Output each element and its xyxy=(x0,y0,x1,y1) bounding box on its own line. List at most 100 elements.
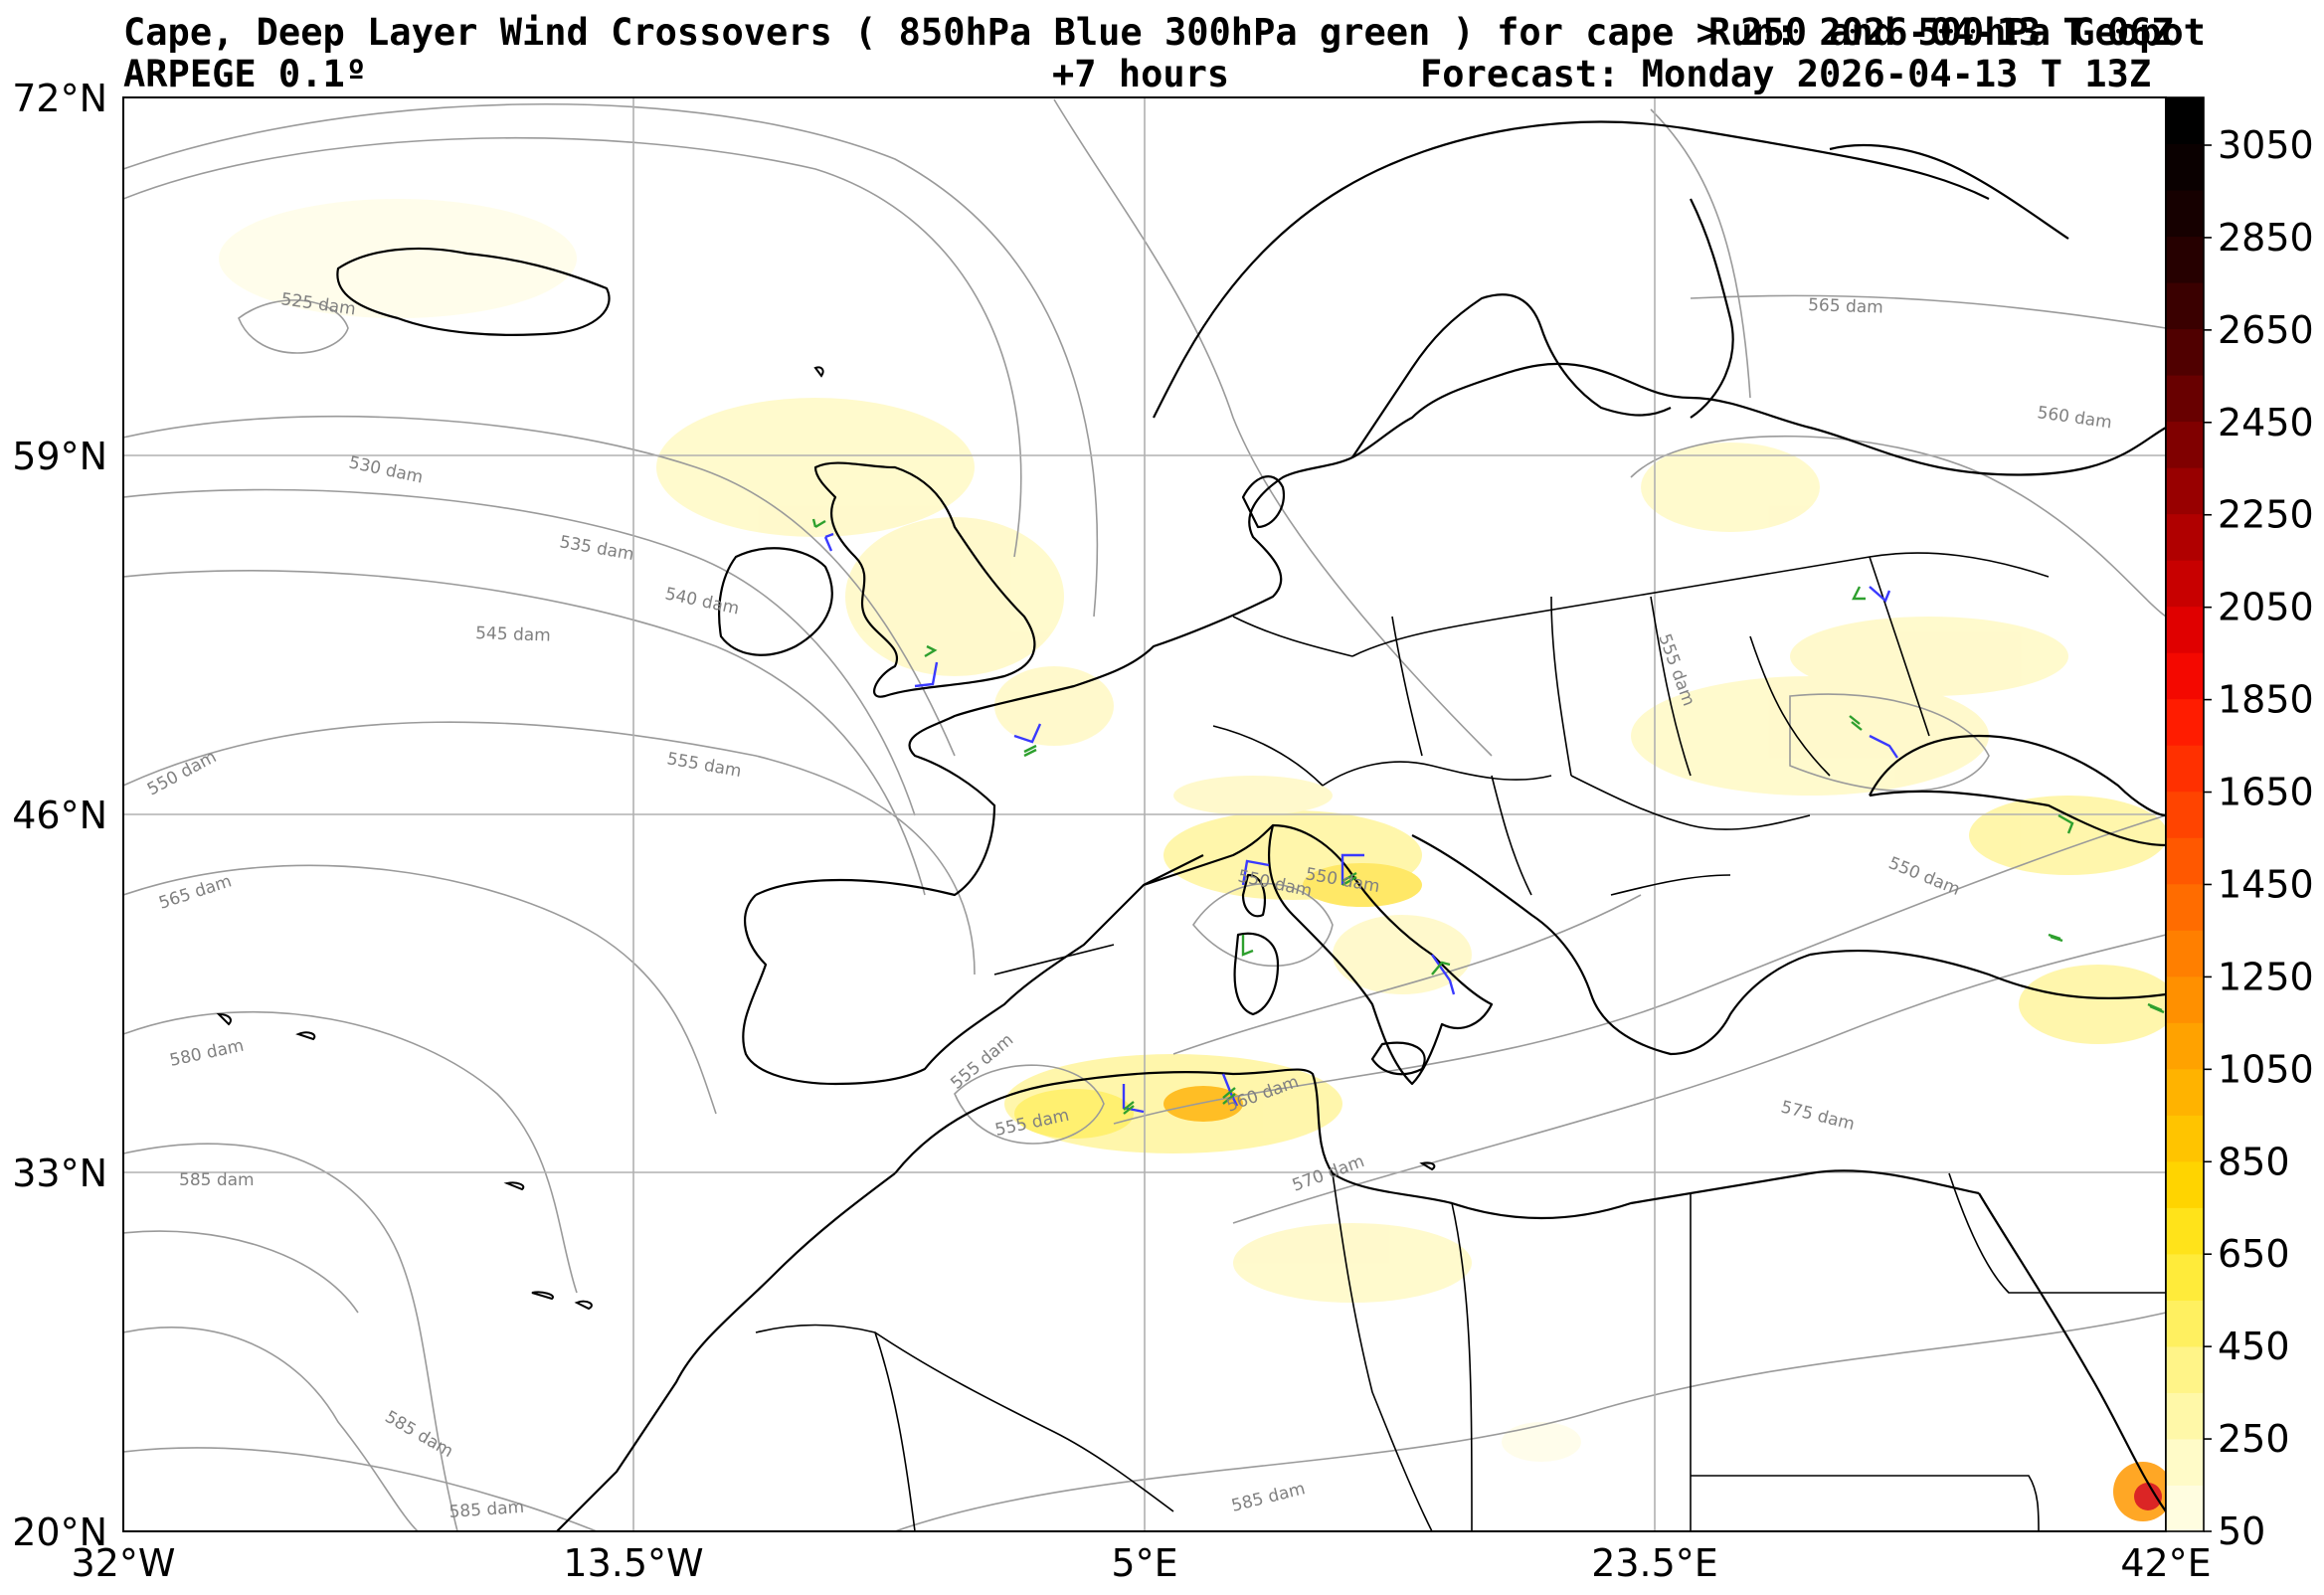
forecast-time: Forecast: Monday 2026-04-13 T 13Z xyxy=(1420,53,2152,95)
lat-tick-label: 59°N xyxy=(12,435,107,478)
turkey-coast xyxy=(1809,949,2167,1000)
north-africa-coast xyxy=(894,1068,1980,1220)
barb-300 xyxy=(2048,933,2063,943)
map-title: Cape, Deep Layer Wind Crossovers ( 850hP… xyxy=(123,11,2206,54)
colorbar-swatch xyxy=(2166,143,2204,191)
red-sea-coast xyxy=(1978,1192,2167,1512)
denmark-coast xyxy=(1241,475,1286,529)
colorbar-tick-label: 2850 xyxy=(2218,216,2314,260)
colorbar-tick-label: 2050 xyxy=(2218,586,2314,629)
barb-850 xyxy=(1013,723,1042,744)
italy-coast xyxy=(1267,823,1494,1086)
colorbar-swatch xyxy=(2166,1115,2204,1162)
france-south-coast xyxy=(1143,824,1274,887)
colorbar-swatches xyxy=(2166,97,2204,1532)
scandinavia-coast xyxy=(1153,120,1990,419)
colorbar-swatch xyxy=(2166,1207,2204,1255)
colorbar-tick-label: 250 xyxy=(2218,1417,2290,1461)
lon-tick-label: 32°W xyxy=(72,1541,176,1585)
kola-coast xyxy=(1829,143,2069,240)
sardinia-coast xyxy=(1233,932,1280,1016)
colorbar-tick-label: 2650 xyxy=(2218,308,2314,352)
colorbar-swatch xyxy=(2166,837,2204,885)
colorbar-swatch xyxy=(2166,1485,2204,1532)
barb-300 xyxy=(1222,1087,1236,1105)
model-name: ARPEGE 0.1º xyxy=(123,53,368,95)
colorbar-tick-label: 450 xyxy=(2218,1325,2290,1368)
barb-850 xyxy=(1221,1073,1239,1107)
barb-850 xyxy=(914,661,939,688)
corsica-coast xyxy=(1241,873,1266,918)
colorbar-tick-label: 1650 xyxy=(2218,771,2314,814)
colorbar-swatch xyxy=(2166,1253,2204,1301)
lead-time: +7 hours xyxy=(1052,53,1230,95)
colorbar-swatch xyxy=(2166,883,2204,931)
barb-300 xyxy=(811,518,826,529)
lon-tick-label: 5°E xyxy=(1111,1541,1177,1585)
great-britain-coast xyxy=(813,461,1036,698)
colorbar-swatch xyxy=(2166,467,2204,515)
run-time: Run: 2026-04-13 T 06Z xyxy=(1708,11,2174,54)
colorbar-swatch xyxy=(2166,745,2204,793)
barb-850 xyxy=(1122,1084,1145,1114)
colorbar-tick-label: 1250 xyxy=(2218,955,2314,998)
colorbar-swatch xyxy=(2166,97,2204,145)
barb-850 xyxy=(1241,859,1270,886)
colorbar-tick-label: 2450 xyxy=(2218,401,2314,444)
colorbar-swatch xyxy=(2166,1068,2204,1116)
barb-300 xyxy=(1849,715,1863,731)
colorbar-tick-label: 2250 xyxy=(2218,493,2314,537)
finland-coast xyxy=(1690,198,1734,419)
barb-850 xyxy=(1431,954,1456,995)
colorbar: 3050 2850 2650 2450 2250 2050 1850 1650 1450 1250… xyxy=(2165,96,2314,1553)
sicily-coast xyxy=(1370,1041,1426,1076)
barb-850 xyxy=(823,532,834,552)
colorbar-swatch xyxy=(2166,375,2204,423)
lat-tick-label: 20°N xyxy=(12,1510,107,1554)
colorbar-swatch xyxy=(2166,930,2204,977)
iberia-coast xyxy=(742,854,1204,1086)
colorbar-swatch xyxy=(2166,328,2204,376)
lat-tick-label: 33°N xyxy=(12,1152,107,1195)
colorbar-swatch xyxy=(2166,421,2204,468)
black-sea-coast xyxy=(1869,790,2167,847)
contour-label: 585 dam xyxy=(179,1170,255,1190)
colorbar-tick-label: 3050 xyxy=(2218,123,2314,167)
barb-300 xyxy=(2057,813,2074,834)
colorbar-tick-label: 50 xyxy=(2218,1509,2265,1553)
colorbar-tick-label: 650 xyxy=(2218,1232,2290,1276)
barb-300 xyxy=(1341,871,1357,887)
colorbar-swatch xyxy=(2166,652,2204,700)
barb-850 xyxy=(1869,734,1898,759)
colorbar-swatch xyxy=(2166,236,2204,283)
lat-tick-label: 72°N xyxy=(12,77,107,120)
contour-label: 545 dam xyxy=(475,623,551,646)
borders xyxy=(755,552,2166,1532)
barb-300 xyxy=(924,644,938,658)
barb-300 xyxy=(1023,744,1037,758)
colorbar-swatch xyxy=(2166,1160,2204,1208)
wind-barbs xyxy=(811,518,2165,1115)
morocco-coast xyxy=(556,1172,896,1532)
barb-300 xyxy=(1123,1101,1135,1115)
lon-tick-label: 23.5°E xyxy=(1591,1541,1718,1585)
lon-tick-label: 13.5°W xyxy=(563,1541,703,1585)
colorbar-swatch xyxy=(2166,1300,2204,1347)
colorbar-swatch xyxy=(2166,190,2204,238)
colorbar-swatch xyxy=(2166,282,2204,330)
colorbar-swatch xyxy=(2166,560,2204,608)
colorbar-tick-label: 1850 xyxy=(2218,678,2314,722)
ireland-coast xyxy=(718,547,833,656)
colorbar-tick-label: 850 xyxy=(2218,1140,2290,1183)
longitude-axis: 32°W 13.5°W 5°E 23.5°E 42°E xyxy=(72,1541,2212,1585)
colorbar-swatch xyxy=(2166,1345,2204,1393)
contour-label: 565 dam xyxy=(1808,295,1883,318)
colorbar-tick-label: 1450 xyxy=(2218,862,2314,906)
colorbar-swatch xyxy=(2166,1022,2204,1070)
barb-300 xyxy=(1852,586,1866,601)
geopotential-contours xyxy=(122,98,2167,1532)
balkans-coast xyxy=(1411,834,1811,1056)
colorbar-swatch xyxy=(2166,606,2204,653)
coastlines xyxy=(336,120,2167,1532)
barb-850 xyxy=(1869,586,1891,604)
